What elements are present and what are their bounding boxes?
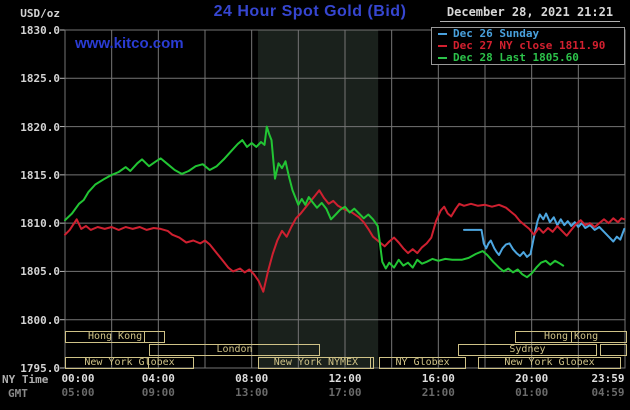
y-tick-label: 1830.0 [20,24,60,37]
chart-title: 24 Hour Spot Gold (Bid) [213,3,407,20]
session-bar-divider [570,332,572,342]
y-tick-label: 1810.0 [20,217,60,231]
session-bar-new-york-nymex: New York NYMEX [257,357,374,369]
gmt-tick-label: 21:00 [421,386,455,399]
session-bar-new-york-globex: New York Globex [478,357,622,369]
legend-item: Dec 27 NY close 1811.90 [432,40,624,52]
y-tick-label: 1820.0 [20,120,60,134]
ny-time-tick-label: 23:59 [591,372,625,385]
series-line-dec-26 [463,212,626,258]
session-bar-london: London [149,344,321,356]
ny-time-tick-label: 08:00 [235,372,269,385]
kitco-watermark-link[interactable]: www.kitco.com [75,35,184,52]
y-tick-label: 1800.0 [20,313,60,327]
y-tick-label: 1815.0 [20,168,60,182]
gmt-tick-label: 05:00 [61,386,95,399]
legend-item: Dec 28 Last 1805.60 [432,52,624,64]
gmt-tick-label: 01:00 [515,386,549,399]
session-bar-hong-kong: Hong Kong [515,331,627,343]
series-line-dec-27 [64,189,626,293]
y-axis-unit-label: USD/oz [20,7,60,20]
session-bar-divider [370,358,372,368]
ny-time-tick-label: 16:00 [421,372,455,385]
nymex-session-band [257,30,379,368]
session-bar [600,344,627,356]
session-bar-hong-kong: Hong Kong [65,331,166,343]
session-bar-sydney: Sydney [457,344,597,356]
ny-time-tick-label: 04:00 [141,372,175,385]
y-tick-label: 1825.0 [20,72,60,86]
gmt-axis-label: GMT [8,387,28,400]
y-tick-label: 1795.0 [20,362,60,375]
ny-time-tick-label: 12:00 [328,372,362,385]
session-bar-ny-globex: NY Globex [379,357,467,369]
session-bar-divider [147,358,149,368]
series-line-dec-28 [64,125,565,279]
legend-label: Dec 28 Last 1805.60 [453,51,579,64]
ny-time-axis-label: NY Time [2,373,49,386]
session-bar-new-york-globex: New York Globex [65,357,195,369]
ny-time-tick-label: 00:00 [61,372,95,385]
gmt-tick-label: 17:00 [328,386,362,399]
legend-item: Dec 26 Sunday [432,28,624,40]
legend-box: Dec 26 Sunday Dec 27 NY close 1811.90 Dec … [431,27,625,65]
gmt-tick-label: 09:00 [141,386,175,399]
gmt-tick-label: 13:00 [235,386,269,399]
chart-datetime: December 28, 2021 21:21 [440,5,620,22]
legend-label: Dec 27 NY close 1811.90 [453,39,606,52]
session-bar-divider [143,332,145,342]
legend-dash-icon [438,45,447,47]
legend-label: Dec 26 Sunday [453,27,540,40]
gmt-tick-label: 04:59 [591,386,625,399]
legend-dash-icon [438,57,447,59]
y-tick-label: 1805.0 [20,265,60,279]
legend-dash-icon [438,33,447,35]
ny-time-tick-label: 20:00 [515,372,549,385]
